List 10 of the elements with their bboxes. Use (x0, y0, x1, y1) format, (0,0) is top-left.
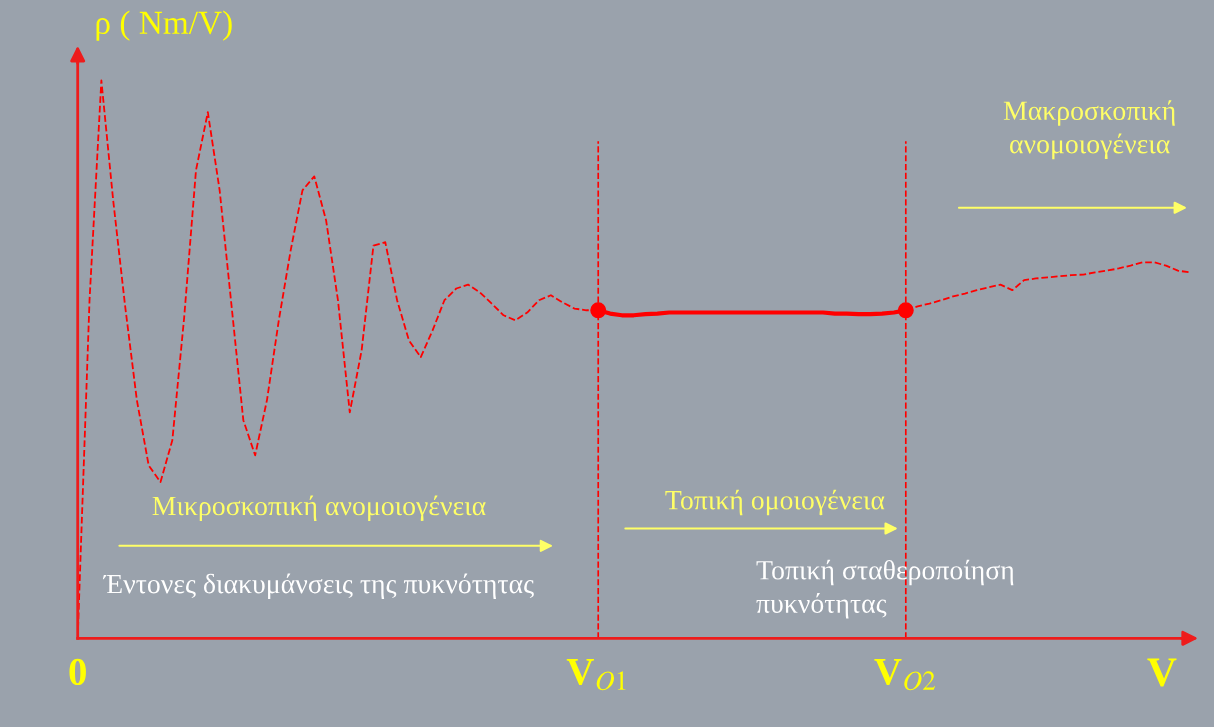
x-tick-label: V$_{O1}$ (566, 659, 626, 691)
x-tick-label: V$_{O2}$ (874, 659, 936, 691)
annotation: Μικροσκοπική ανομοιογένεια (152, 495, 486, 522)
x-tick-label: 0 (69, 658, 86, 686)
annotation: Έντονες διακυμάνσεις της πυκνότητας (102, 573, 534, 600)
x-axis-title: V (1147, 658, 1177, 687)
y-axis-title: ρ ( Nm/V) (96, 10, 232, 41)
annotation: Τοπική ομοιογένεια (665, 489, 885, 516)
annotation: Τοπική σταθεροποίηση πυκνότητας (756, 559, 1014, 619)
annotation: Μακροσκοπική ανομοιογένεια (1003, 100, 1175, 160)
